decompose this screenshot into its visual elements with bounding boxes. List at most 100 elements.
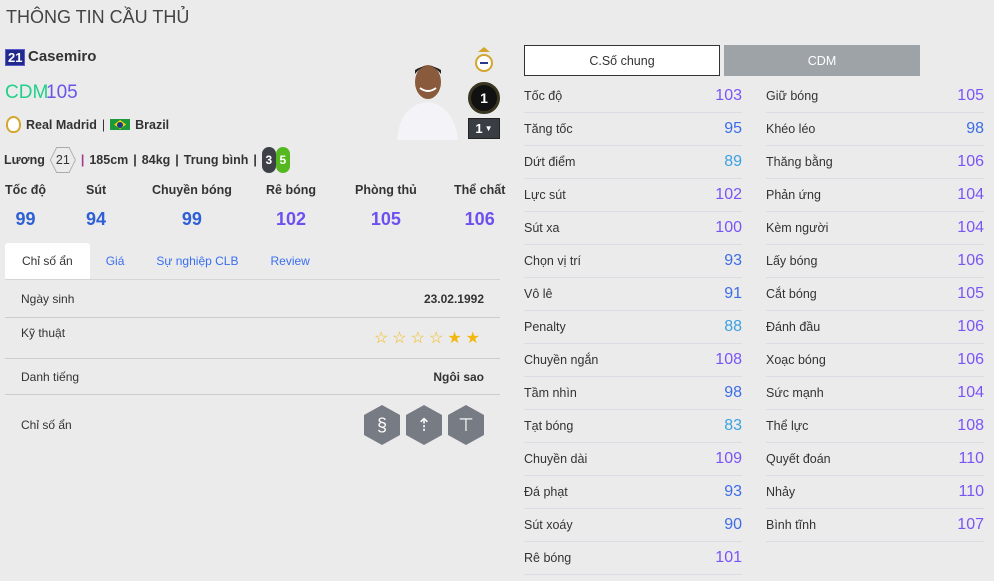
nation-name: Brazil [135, 117, 170, 132]
stat-row: Nhảy 110 [766, 476, 984, 509]
body-type: Trung bình [183, 153, 249, 167]
summary-stat: Chuyền bóng 99 [152, 183, 232, 230]
stat-label: Đá phạt [524, 485, 568, 499]
player-name: Casemiro [28, 48, 97, 65]
stat-label: Quyết đoán [766, 452, 831, 466]
stat-row: Thể lực 108 [766, 410, 984, 443]
separator: | [101, 117, 106, 132]
stat-label: Rê bóng [524, 551, 572, 565]
club-crest-icon [475, 47, 493, 72]
tab-review[interactable]: Review [270, 254, 310, 268]
stat-value: 110 [958, 483, 984, 500]
stat-value: 106 [957, 351, 984, 368]
stat-value: 101 [715, 549, 742, 566]
stat-row: Xoạc bóng 106 [766, 344, 984, 377]
stat-row: Chuyền dài 109 [524, 443, 742, 476]
summary-stat-value: 102 [275, 209, 307, 229]
tab-hidden-stats[interactable]: Chỉ số ẩn [5, 243, 90, 279]
star-icon: ★ [465, 330, 484, 347]
stat-label: Chuyền ngắn [524, 353, 599, 367]
stat-row: Khéo léo 98 [766, 113, 984, 146]
finesse-shot-icon[interactable]: ⊤ [448, 405, 484, 445]
height: 185cm [89, 153, 129, 167]
stat-value: 88 [724, 318, 742, 335]
stat-value: 109 [715, 450, 742, 467]
stat-label: Xoạc bóng [766, 353, 826, 367]
stat-label: Tạt bóng [524, 419, 574, 433]
long-shot-icon[interactable]: ⇡ [406, 405, 442, 445]
stat-label: Tốc độ [524, 89, 563, 103]
stat-row: Lực sút 102 [524, 179, 742, 212]
star-icon: ☆ [410, 330, 429, 347]
level-select[interactable]: 1 ▼ [468, 118, 500, 139]
general-stats-button[interactable]: C.Số chung [524, 45, 720, 76]
stat-row: Thăng bằng 106 [766, 146, 984, 179]
tab-bar: Chỉ số ẩn Giá Sự nghiệp CLB Review [5, 243, 500, 280]
stat-value: 91 [724, 285, 742, 302]
stat-row: Giữ bóng 105 [766, 80, 984, 113]
stat-label: Giữ bóng [766, 89, 819, 103]
stat-value: 89 [724, 153, 742, 170]
snake-dribble-icon[interactable]: § [364, 405, 400, 445]
stat-label: Dứt điểm [524, 155, 576, 169]
birthdate-value: 23.02.1992 [423, 292, 484, 306]
stat-label: Chọn vị trí [524, 254, 581, 268]
weight: 84kg [141, 153, 171, 167]
stat-row: Chọn vị trí 93 [524, 245, 742, 278]
stats-column-left: Tốc độ 103 Tăng tốc 95 Dứt điểm 89 Lực sút 102 S… [524, 80, 742, 575]
stat-label: Phản ứng [766, 188, 821, 202]
stat-row: Đá phạt 93 [524, 476, 742, 509]
club-crest-icon [6, 116, 21, 133]
star-icon: ★ [447, 330, 466, 347]
stat-label: Chuyền dài [524, 452, 588, 466]
position-stats-button[interactable]: CDM [724, 45, 920, 76]
tab-club-career[interactable]: Sự nghiệp CLB [156, 254, 239, 268]
stat-row: Dứt điểm 89 [524, 146, 742, 179]
stat-row: Sút xoáy 90 [524, 509, 742, 542]
stat-row: Chuyền ngắn 108 [524, 344, 742, 377]
stat-value: 106 [957, 318, 984, 335]
reputation-label: Danh tiếng [21, 369, 80, 384]
reputation-value: Ngôi sao [433, 369, 484, 384]
skill-label: Kỹ thuật [21, 326, 66, 340]
summary-stat: Thể chất 106 [454, 183, 505, 230]
stat-value: 103 [715, 87, 742, 104]
star-icon: ☆ [373, 330, 393, 347]
summary-stat-value: 99 [181, 209, 202, 229]
stat-value: 83 [724, 417, 742, 434]
player-photo [397, 65, 458, 140]
stat-value: 110 [958, 450, 984, 467]
tab-price[interactable]: Giá [105, 254, 125, 268]
stat-value: 107 [957, 516, 984, 533]
summary-stat-value: 99 [15, 209, 36, 229]
stat-label: Cắt bóng [766, 287, 817, 301]
brazil-flag-icon [110, 119, 131, 130]
summary-stat-value: 94 [86, 209, 107, 229]
stat-value: 93 [724, 252, 742, 269]
skill-stars: ☆☆☆☆★★ [374, 328, 484, 348]
stat-label: Lực sút [524, 188, 566, 202]
hidden-traits-label: Chỉ số ẩn [21, 418, 72, 432]
stat-value: 105 [957, 285, 984, 302]
stat-row: Penalty 88 [524, 311, 742, 344]
stat-value: 90 [724, 516, 742, 533]
stat-label: Vô lê [524, 287, 553, 301]
stat-label: Thể lực [766, 419, 809, 433]
level-select-value: 1 [475, 121, 483, 136]
stat-value: 104 [957, 384, 984, 401]
stat-row: Quyết đoán 110 [766, 443, 984, 476]
hidden-traits-row: Chỉ số ẩn § ⇡ ⊤ [5, 395, 500, 455]
season-number-badge: 21 [5, 49, 26, 66]
birthdate-row: Ngày sinh 23.02.1992 [5, 281, 500, 318]
reputation-row: Danh tiếng Ngôi sao [5, 359, 500, 395]
summary-stat: Tốc độ 99 [5, 183, 46, 230]
stat-label: Penalty [524, 320, 566, 334]
summary-stat-value: 106 [464, 209, 495, 229]
summary-stat: Sút 94 [86, 183, 106, 230]
stat-value: 104 [957, 219, 984, 236]
summary-stat-label: Chuyền bóng [152, 183, 232, 197]
stat-value: 100 [715, 219, 742, 236]
club-nation: Real Madrid | Brazil [6, 116, 169, 133]
summary-stat: Rê bóng 102 [266, 183, 316, 230]
stat-value: 98 [966, 120, 984, 137]
